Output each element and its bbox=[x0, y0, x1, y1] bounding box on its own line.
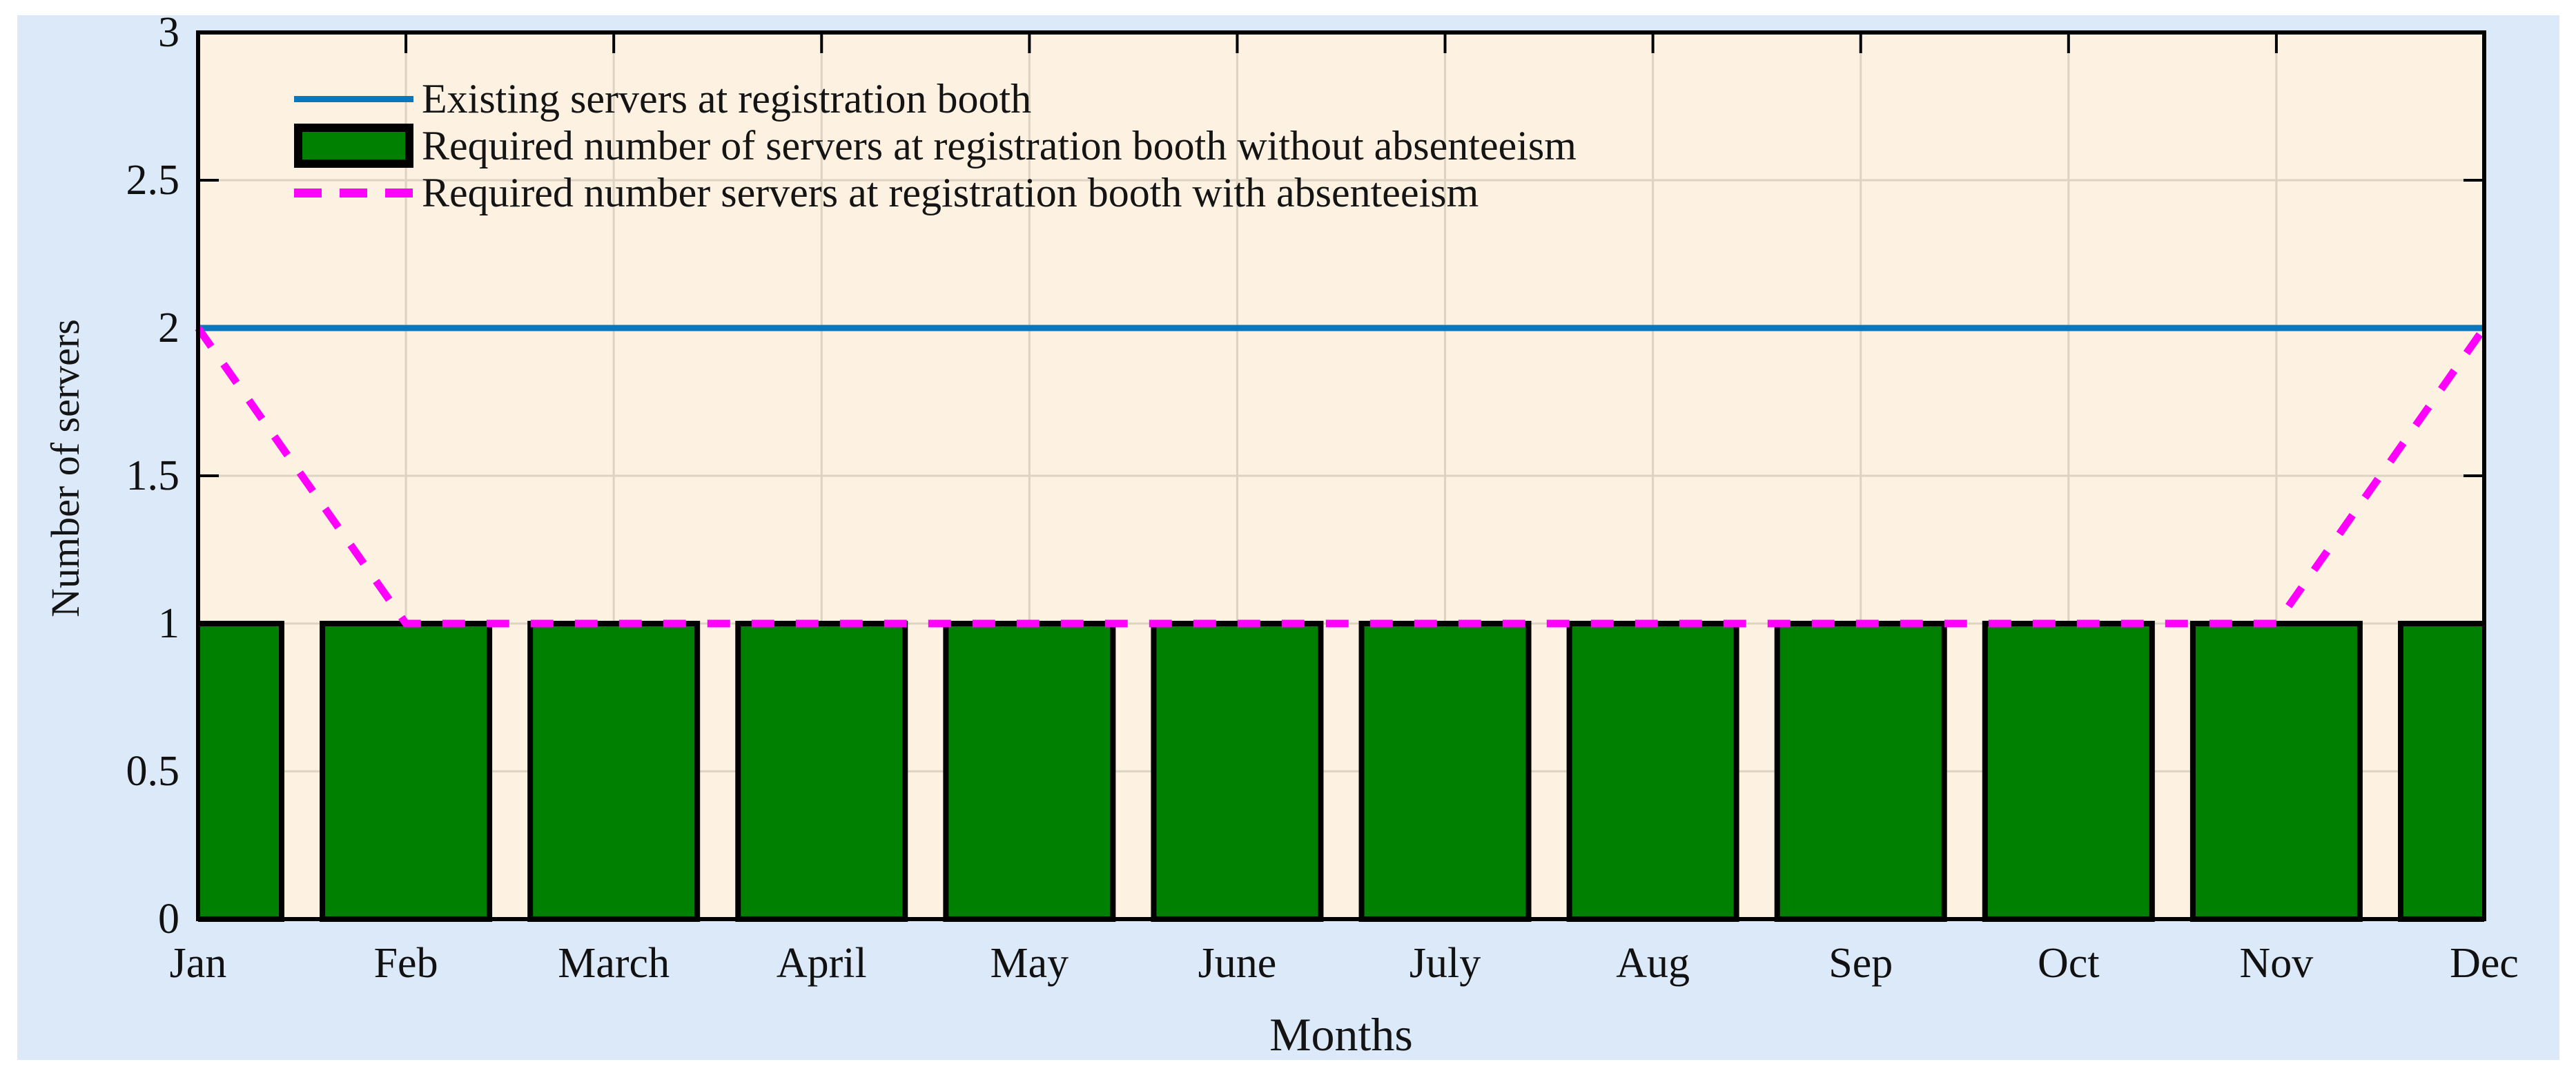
x-tick-label-oct: Oct bbox=[2038, 940, 2100, 987]
legend-row-existing-servers: Existing servers at registration booth bbox=[294, 75, 1577, 122]
y-tick-label: 2.5 bbox=[126, 157, 180, 204]
x-axis-title: Months bbox=[1269, 1008, 1413, 1061]
legend-row-required-with-absenteeism: Required number servers at registration … bbox=[294, 169, 1577, 216]
y-tick-label: 1 bbox=[158, 600, 179, 647]
legend-solid-line-sample bbox=[294, 95, 413, 102]
bar-aug bbox=[1566, 621, 1739, 922]
bar-jan bbox=[198, 621, 284, 922]
x-tick-label-jan: Jan bbox=[169, 940, 227, 987]
x-tick-label-sep: Sep bbox=[1828, 940, 1893, 987]
x-tick-label-may: May bbox=[990, 940, 1069, 987]
bar-feb bbox=[320, 621, 493, 922]
bar-dec bbox=[2398, 621, 2484, 922]
x-tick-label-aug: Aug bbox=[1616, 940, 1690, 987]
bar-april bbox=[735, 621, 908, 922]
axes-box bbox=[196, 30, 2486, 921]
legend: Existing servers at registration booth R… bbox=[294, 75, 1577, 216]
x-tick-label-nov: Nov bbox=[2239, 940, 2314, 987]
bar-nov bbox=[2189, 621, 2363, 922]
absenteeism-dashed-line bbox=[195, 325, 2488, 628]
bar-sep bbox=[1774, 621, 1947, 922]
x-tick-label-june: June bbox=[1198, 940, 1277, 987]
x-tick-label-march: March bbox=[558, 940, 670, 987]
y-tick-label: 1.5 bbox=[126, 452, 180, 499]
bar-march bbox=[527, 621, 701, 922]
bar-oct bbox=[1982, 621, 2155, 922]
x-tick-label-july: July bbox=[1409, 940, 1481, 987]
x-tick-label-april: April bbox=[776, 940, 867, 987]
y-tick-label: 3 bbox=[158, 9, 179, 56]
legend-row-required-without-absenteeism: Required number of servers at registrati… bbox=[294, 122, 1577, 169]
y-tick-label: 0.5 bbox=[126, 748, 180, 795]
x-tick-label-dec: Dec bbox=[2450, 940, 2519, 987]
y-tick-label: 2 bbox=[158, 305, 179, 351]
legend-label: Existing servers at registration booth bbox=[422, 75, 1032, 122]
bar-series bbox=[198, 621, 2484, 922]
legend-label: Required number of servers at registrati… bbox=[422, 122, 1577, 168]
legend-label: Required number servers at registration … bbox=[422, 169, 1479, 215]
bar-june bbox=[1151, 621, 1324, 922]
bar-july bbox=[1358, 621, 1532, 922]
x-tick-label-feb: Feb bbox=[373, 940, 438, 987]
legend-bar-patch-sample bbox=[294, 124, 413, 168]
bar-may bbox=[943, 621, 1116, 922]
legend-dashed-line-sample bbox=[294, 188, 413, 197]
y-tick-label: 0 bbox=[158, 896, 179, 943]
